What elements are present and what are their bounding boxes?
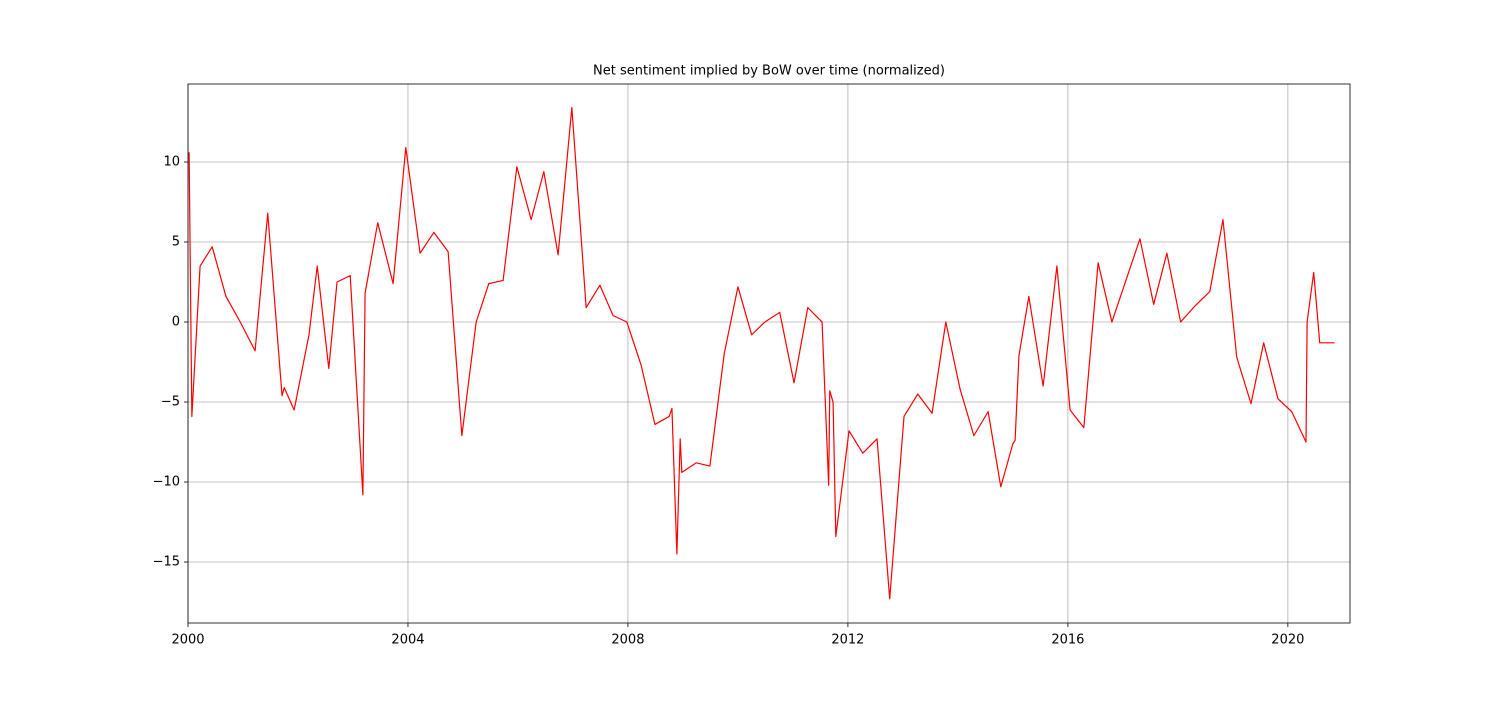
x-tick-label: 2004	[391, 633, 424, 648]
y-tick-label: −15	[153, 555, 180, 570]
y-tick-label: −5	[161, 395, 180, 410]
x-tick-label: 2020	[1271, 633, 1304, 648]
plot-frame	[187, 83, 1351, 624]
y-tick-label: 10	[163, 155, 180, 170]
x-tick-label: 2008	[611, 633, 644, 648]
chart-title: Net sentiment implied by BoW over time (…	[593, 64, 945, 79]
y-tick-label: −10	[153, 475, 180, 490]
x-tick-label: 2016	[1051, 633, 1084, 648]
y-tick-label: 5	[172, 235, 180, 250]
x-tick-label: 2000	[171, 633, 204, 648]
data-line	[188, 107, 1335, 600]
y-tick-label: 0	[172, 315, 180, 330]
x-tick-label: 2012	[831, 633, 864, 648]
